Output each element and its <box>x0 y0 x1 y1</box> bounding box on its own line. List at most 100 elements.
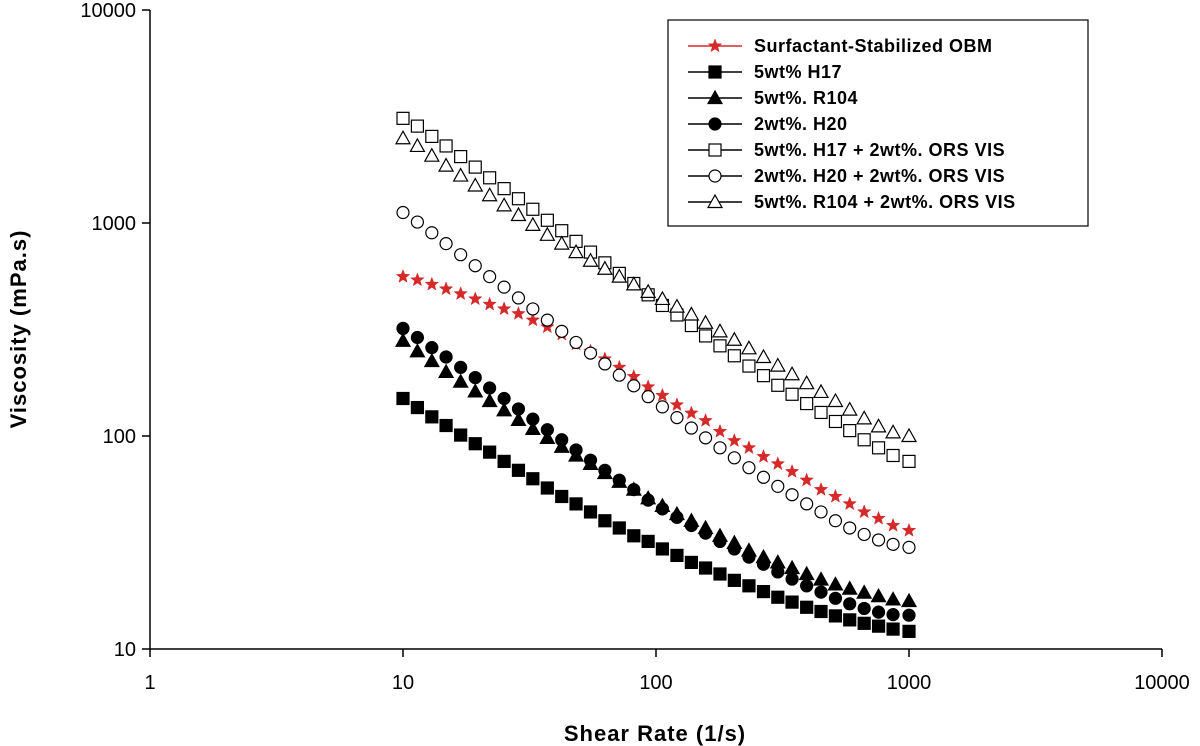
data-point <box>454 149 468 164</box>
data-point <box>553 235 570 250</box>
data-point <box>640 283 657 298</box>
data-point <box>539 226 556 241</box>
legend-entry: 5wt%. H17 + 2wt%. ORS VIS <box>688 140 1005 160</box>
data-point <box>843 613 857 627</box>
data-point <box>524 420 541 435</box>
data-point <box>409 343 426 358</box>
data-point <box>902 540 916 554</box>
data-point <box>497 280 511 294</box>
y-tick-label: 1000 <box>92 213 137 235</box>
data-point <box>841 401 858 416</box>
data-point <box>742 461 756 475</box>
data-point <box>800 600 814 614</box>
series-7 <box>394 130 918 443</box>
data-point <box>886 537 900 551</box>
data-point <box>394 130 412 145</box>
data-point <box>583 453 598 467</box>
data-point <box>511 402 526 416</box>
data-point <box>510 411 527 427</box>
data-point <box>611 268 628 283</box>
data-point <box>668 298 685 313</box>
data-point <box>683 306 700 321</box>
data-point <box>438 363 455 378</box>
legend-label: 5wt%. H17 + 2wt%. ORS VIS <box>754 140 1005 160</box>
data-point <box>655 502 670 516</box>
data-point <box>670 411 684 425</box>
data-point <box>885 591 902 606</box>
data-point <box>828 514 843 528</box>
data-point <box>799 472 814 487</box>
data-point <box>483 381 497 395</box>
data-point <box>454 360 468 374</box>
data-point <box>540 423 554 437</box>
data-point <box>396 111 410 125</box>
data-point <box>871 510 886 525</box>
data-point <box>827 392 844 408</box>
legend-label: Surfactant-Stabilized OBM <box>754 36 993 56</box>
data-point <box>756 470 771 484</box>
data-point <box>727 451 741 465</box>
legend-label: 5wt%. R104 <box>754 88 858 108</box>
data-point <box>727 433 742 447</box>
data-point <box>468 437 482 451</box>
data-point <box>410 119 424 133</box>
data-point <box>454 248 468 262</box>
data-point <box>698 412 713 427</box>
data-point <box>424 276 440 291</box>
data-point <box>439 418 453 433</box>
x-axis-title: Shear Rate (1/s) <box>564 721 746 746</box>
data-point <box>396 391 410 406</box>
data-point <box>409 137 426 153</box>
data-point <box>468 259 482 273</box>
plot-area <box>394 111 918 638</box>
data-point <box>467 383 484 398</box>
data-point <box>784 559 801 575</box>
data-point <box>698 431 713 445</box>
data-point <box>425 129 439 144</box>
data-point <box>627 529 641 543</box>
data-point <box>640 379 656 394</box>
data-point <box>870 587 887 603</box>
data-point <box>525 312 541 327</box>
data-point <box>886 608 900 622</box>
data-point <box>812 383 830 399</box>
data-point <box>641 390 655 404</box>
data-point <box>526 202 540 216</box>
data-point <box>510 206 527 222</box>
data-point <box>827 576 844 591</box>
data-point <box>511 463 526 477</box>
data-point <box>511 306 526 320</box>
data-point <box>555 224 569 238</box>
data-point <box>483 270 497 284</box>
legend-entry: Surfactant-Stabilized OBM <box>688 36 993 56</box>
data-point <box>712 423 728 438</box>
data-point <box>857 601 871 616</box>
legend-marker <box>708 143 722 157</box>
data-point <box>627 379 641 393</box>
data-point <box>425 410 439 424</box>
data-point <box>902 608 916 622</box>
data-point <box>582 252 599 267</box>
data-point <box>871 619 886 633</box>
data-point <box>828 591 843 605</box>
data-point <box>900 427 918 443</box>
data-point <box>670 510 684 524</box>
legend-marker <box>708 169 722 183</box>
data-point <box>497 454 511 468</box>
data-point <box>828 488 843 503</box>
data-point <box>612 521 626 535</box>
x-tick-label: 100 <box>639 672 672 694</box>
data-point <box>438 281 454 296</box>
legend-entry: 2wt%. H20 + 2wt%. ORS VIS <box>688 166 1005 186</box>
legend-marker <box>707 38 723 53</box>
data-point <box>569 335 583 350</box>
data-point <box>481 392 498 408</box>
x-tick-label: 1000 <box>887 672 932 694</box>
data-point <box>452 373 469 388</box>
data-point <box>511 291 526 305</box>
data-point <box>396 321 410 336</box>
data-point <box>425 226 439 240</box>
data-point <box>423 147 440 162</box>
data-point <box>885 517 901 532</box>
data-point <box>740 340 757 355</box>
